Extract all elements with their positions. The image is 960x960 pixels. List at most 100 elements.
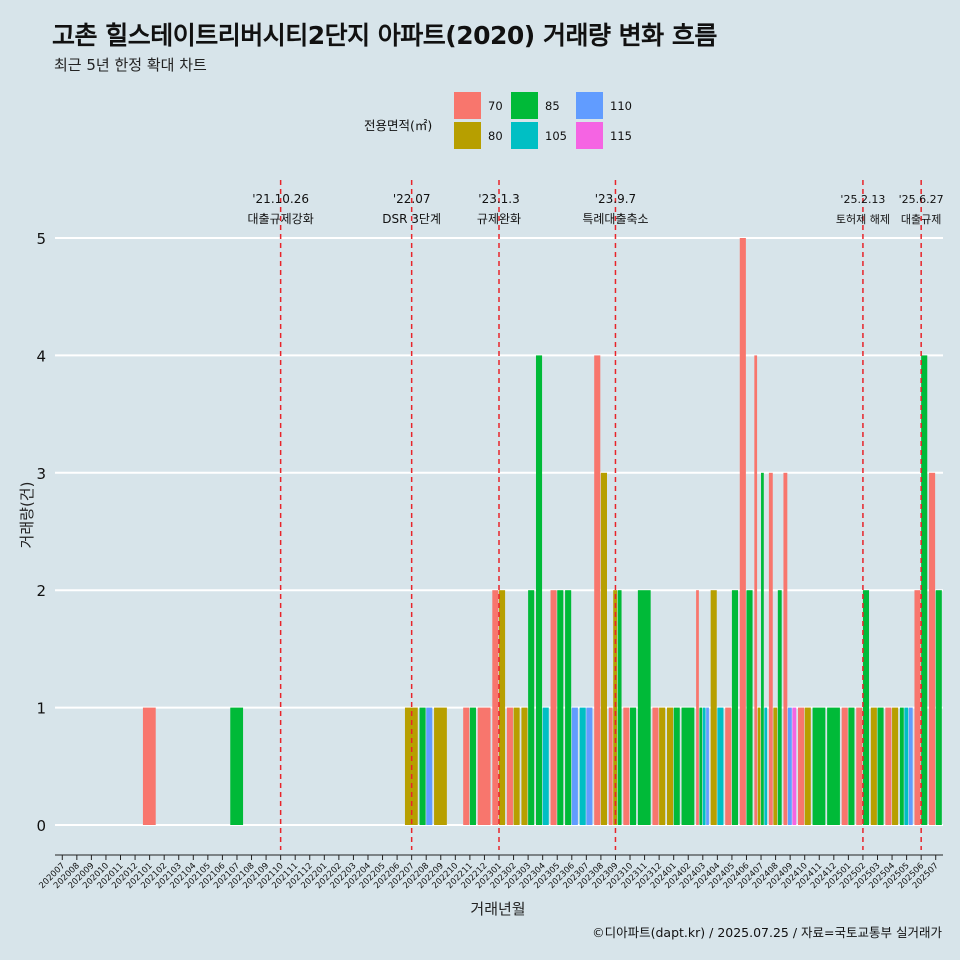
bar-202404-80 <box>710 590 717 825</box>
bar-202406-85 <box>746 590 753 825</box>
bar-202307-105 <box>579 707 586 825</box>
bar-202309-70 <box>608 707 613 825</box>
bar-202501-70 <box>841 707 848 825</box>
bar-202407-105 <box>764 707 768 825</box>
legend-key-80 <box>454 122 481 149</box>
caption: ©디아파트(dapt.kr) / 2025.07.25 / 자료=국토교통부 실… <box>592 925 942 940</box>
event-label: 대출규제 <box>901 213 941 226</box>
bar-202405-85 <box>731 590 739 825</box>
bar-202310-70 <box>623 707 630 825</box>
legend-item-70: 70 <box>454 92 524 120</box>
event-markers: '21.10.26 대출규제강화 '22.07 DSR 3단계 '23.1.3 규제완화 '… <box>248 180 944 850</box>
bar-202303-85 <box>528 590 535 825</box>
bar-202409-115 <box>792 707 797 825</box>
event-date: '23.1.3 <box>478 192 519 206</box>
bar-202504-70 <box>885 707 892 825</box>
bar-202304-105 <box>542 707 549 825</box>
bar-202403-105 <box>702 707 706 825</box>
bar-202312-80 <box>659 707 666 825</box>
bar-202505-105 <box>904 707 909 825</box>
bar-202506-70 <box>914 590 921 825</box>
event-label: 대출규제강화 <box>248 212 314 226</box>
bar-202502-85 <box>862 590 870 825</box>
event-date: '21.10.26 <box>252 192 309 206</box>
y-tick-label: 1 <box>36 700 46 718</box>
bar-202403-85 <box>699 707 703 825</box>
event-label: DSR 3단계 <box>382 212 441 226</box>
bar-202502-70 <box>856 707 863 825</box>
event-date: '22.07 <box>393 192 431 206</box>
bar-202311-85 <box>637 590 651 825</box>
bar-202407-70 <box>754 355 758 825</box>
bar-202305-85 <box>557 590 564 825</box>
bar-202408-70 <box>768 472 773 825</box>
bar-202411-85 <box>812 707 826 825</box>
legend-label-115: 115 <box>610 129 632 143</box>
bar-202306-110 <box>571 707 578 825</box>
legend-key-115 <box>576 122 603 149</box>
bar-202406-70 <box>739 238 746 825</box>
bar-202309-80 <box>613 590 618 825</box>
bar-202301-70 <box>492 590 499 825</box>
bar-202403-70 <box>696 590 699 825</box>
bar-202409-70 <box>783 472 788 825</box>
bar-202410-70 <box>798 707 805 825</box>
bar-202407-85 <box>761 472 764 825</box>
bar-202503-85 <box>877 707 884 825</box>
bar-202306-85 <box>565 590 572 825</box>
legend-item-85: 85 <box>511 92 581 120</box>
bar-202405-70 <box>725 707 732 825</box>
legend-label-80: 80 <box>488 129 503 143</box>
legend-label-70: 70 <box>488 99 503 113</box>
bar-202212-70 <box>477 707 491 825</box>
legend-item-80: 80 <box>454 122 524 150</box>
bar-202304-85 <box>535 355 543 825</box>
event-date: '25.2.13 <box>840 193 885 206</box>
bar-202407-80 <box>757 707 761 825</box>
bar-202412-85 <box>827 707 840 825</box>
bar-202401-80 <box>666 707 674 825</box>
bar-202308-80 <box>600 472 607 825</box>
bar-202107-85 <box>230 707 244 825</box>
legend-label-110: 110 <box>610 99 632 113</box>
bar-202308-70 <box>594 355 601 825</box>
legend-item-105: 105 <box>511 122 581 150</box>
legend-label-105: 105 <box>545 129 567 143</box>
legend-label-85: 85 <box>545 99 560 113</box>
bar-202404-105 <box>717 707 724 825</box>
bar-202409-110 <box>787 707 792 825</box>
bar-202302-80 <box>513 707 520 825</box>
bar-202302-70 <box>506 707 513 825</box>
bar-202505-85 <box>899 707 904 825</box>
bar-202505-110 <box>908 707 913 825</box>
legend-key-105 <box>511 122 538 149</box>
bar-202403-110 <box>706 707 709 825</box>
bar-202303-80 <box>521 707 528 825</box>
bar-202507-85 <box>935 590 942 825</box>
bar-202503-80 <box>870 707 877 825</box>
y-axis-label: 거래량(건) <box>18 482 36 549</box>
bar-202402-85 <box>681 707 695 825</box>
bar-202312-70 <box>652 707 659 825</box>
event-label: 특례대출축소 <box>582 212 648 226</box>
legend-key-70 <box>454 92 481 119</box>
bar-202101-70 <box>142 707 156 825</box>
y-tick-label: 3 <box>36 465 46 483</box>
legend-title: 전용면적(㎡) <box>364 118 433 133</box>
bar-202310-85 <box>630 707 637 825</box>
bar-202410-80 <box>804 707 811 825</box>
y-tick-label: 4 <box>36 347 46 365</box>
event-date: '25.6.27 <box>899 193 944 206</box>
bar-202208-110 <box>426 707 433 825</box>
y-tick-label: 5 <box>36 230 46 248</box>
bar-202501-85 <box>848 707 855 825</box>
bars <box>142 238 942 825</box>
bar-202307-110 <box>586 707 593 825</box>
event-date: '23.9.7 <box>595 192 636 206</box>
event-label: 규제완화 <box>477 212 521 226</box>
bar-202309-85 <box>617 590 622 825</box>
bar-202209-80 <box>434 707 447 825</box>
legend-item-110: 110 <box>576 92 646 120</box>
bar-202211-85 <box>469 707 476 825</box>
